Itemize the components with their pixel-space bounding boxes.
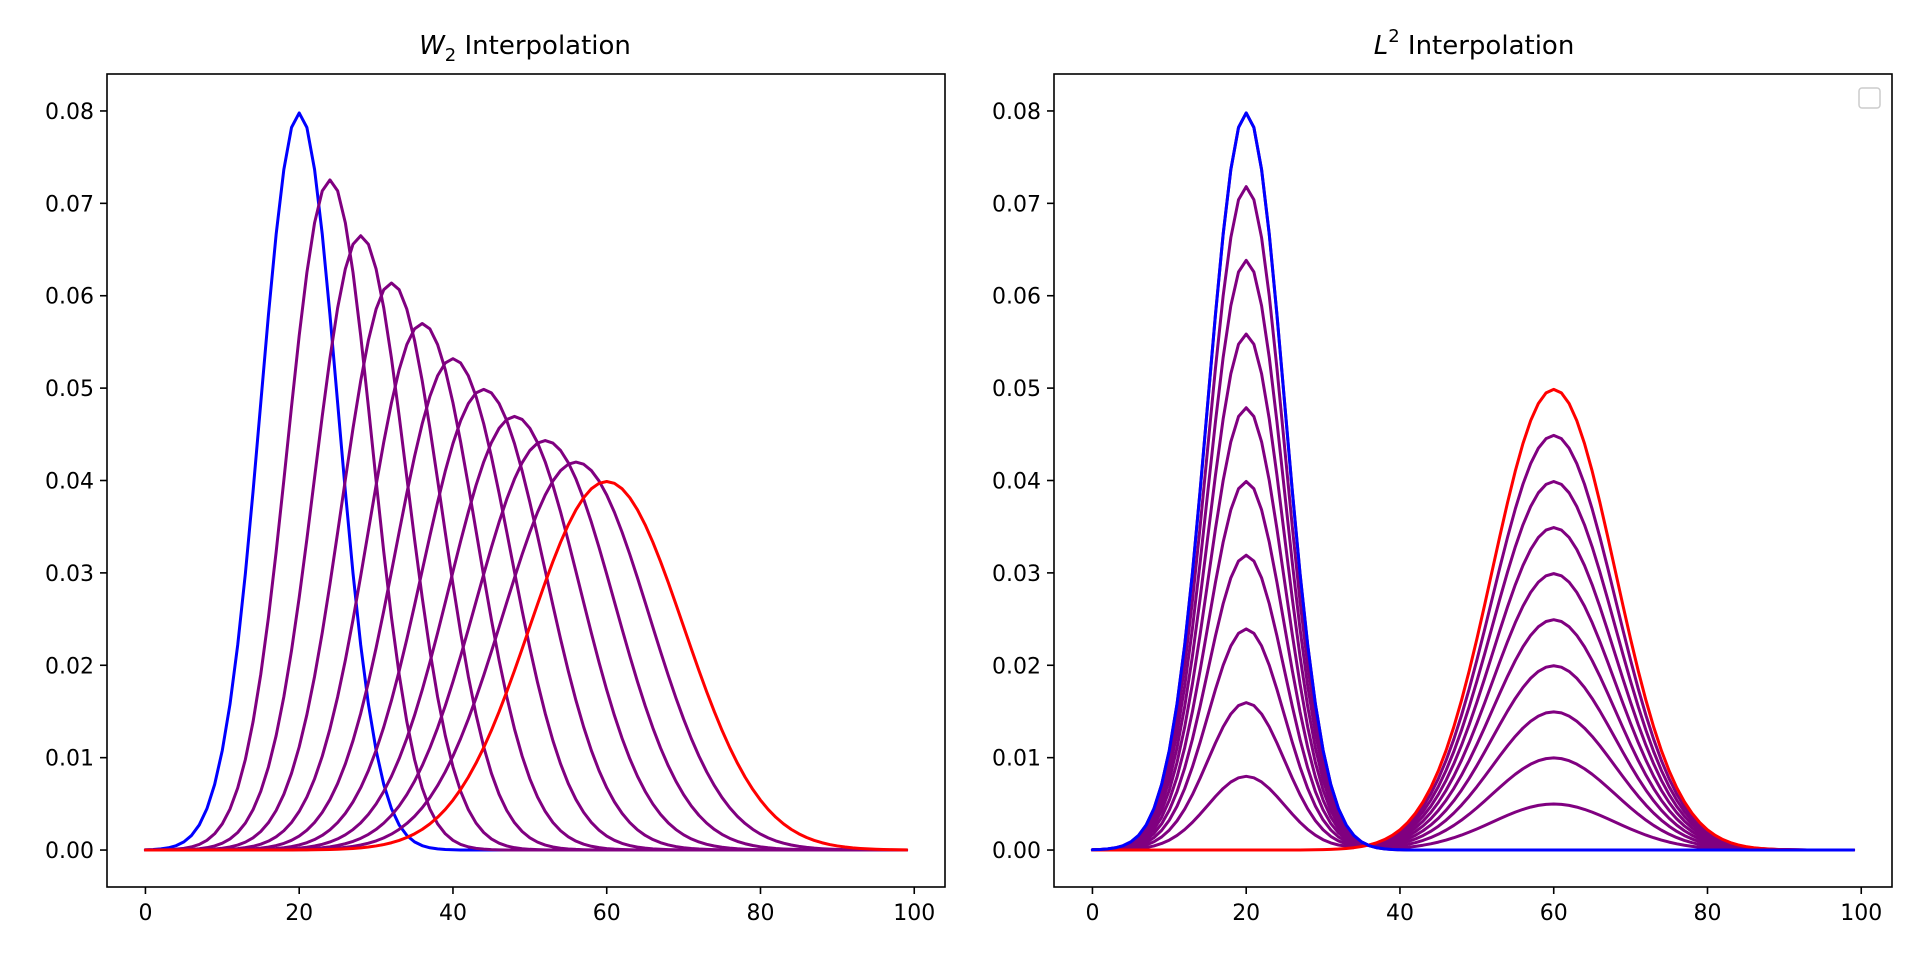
l2-y-tick-label: 0.01: [992, 747, 1041, 772]
w2-y-tick-label: 0.07: [45, 192, 94, 217]
w2-y-tick-label: 0.01: [45, 747, 94, 772]
w2-x-axis: 0 20 40 60 80 100: [138, 887, 935, 926]
l2-axes-frame: [1053, 73, 1893, 888]
w2-y-tick-label: 0.02: [45, 654, 94, 679]
w2-x-tick-label: 80: [746, 901, 774, 926]
w2-y-tick-label: 0.05: [45, 377, 94, 402]
w2-x-tick-label: 40: [439, 901, 467, 926]
l2-y-tick-label: 0.05: [992, 377, 1041, 402]
l2-x-tick-label: 100: [1840, 901, 1882, 926]
l2-x-tick-label: 0: [1085, 901, 1099, 926]
w2-interpolation-panel: W2 Interpolation 0.000.010.020.030.040.0…: [45, 31, 946, 926]
l2-series-line-t0: [1090, 111, 1856, 852]
l2-x-tick-label: 40: [1386, 901, 1414, 926]
l2-y-tick-label: 0.08: [992, 100, 1041, 125]
w2-x-tick-label: 60: [593, 901, 621, 926]
l2-y-axis: 0.00 0.01 0.02 0.03 0.04 0.05 0.06 0.07 0.08: [992, 100, 1054, 864]
l2-x-axis: 0 20 40 60 80 100: [1085, 887, 1882, 926]
l2-x-tick-label: 20: [1232, 901, 1260, 926]
legend-box: [1858, 87, 1881, 109]
w2-axes-frame: [106, 73, 946, 888]
w2-x-tick-label: 0: [138, 901, 152, 926]
w2-x-tick-label: 20: [285, 901, 313, 926]
l2-y-tick-label: 0.02: [992, 654, 1041, 679]
l2-y-tick-label: 0.06: [992, 285, 1041, 310]
l2-x-tick-label: 80: [1693, 901, 1721, 926]
l2-plot-title: L2 Interpolation: [1374, 26, 1575, 61]
w2-x-tick-label: 100: [893, 901, 935, 926]
l2-y-tick-label: 0.00: [992, 839, 1041, 864]
w2-y-tick-label: 0.06: [45, 285, 94, 310]
w2-series-line-t1: [143, 479, 909, 852]
l2-y-tick-label: 0.03: [992, 562, 1041, 587]
w2-plot-title: W2 Interpolation: [419, 31, 631, 66]
w2-y-tick-label: 0.04: [45, 470, 94, 495]
l2-y-tick-label: 0.04: [992, 470, 1041, 495]
w2-y-tick-label: 0.03: [45, 562, 94, 587]
l2-series-line-t1: [1090, 387, 1856, 852]
w2-y-tick-label: 0.08: [45, 100, 94, 125]
l2-y-tick-label: 0.07: [992, 192, 1041, 217]
l2-curves: [1090, 111, 1856, 852]
w2-y-tick-label: 0.00: [45, 839, 94, 864]
l2-interpolation-panel: L2 Interpolation 0.000.010.020.030.040.0…: [992, 26, 1893, 926]
l2-x-tick-label: 60: [1540, 901, 1568, 926]
w2-curves: [143, 111, 909, 852]
w2-y-axis: 0.00 0.01 0.02 0.03 0.04 0.05 0.06 0.07 0.08: [45, 100, 107, 864]
